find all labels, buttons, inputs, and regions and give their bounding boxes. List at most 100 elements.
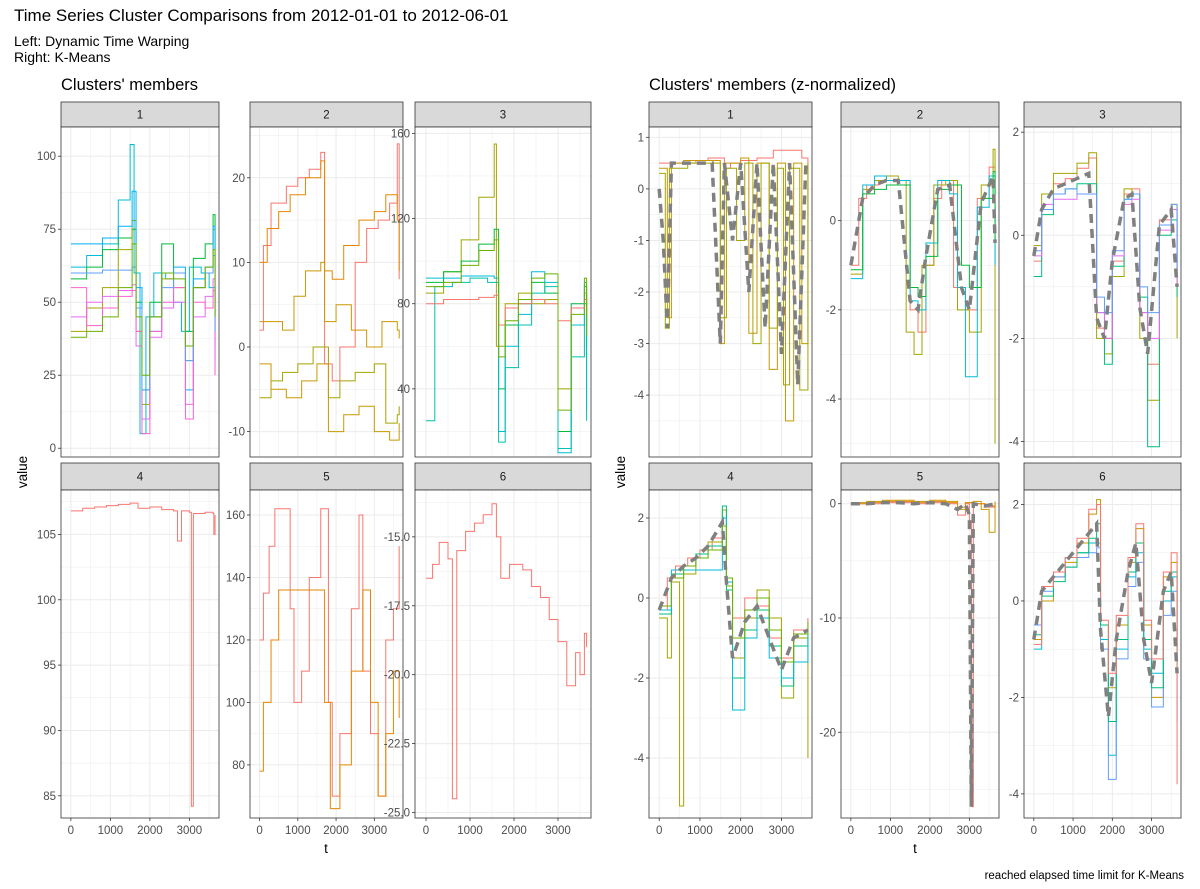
facet-panel-kmeans-5: 5 -20 -10 0 0 1000 2000 3000 [819, 462, 1000, 837]
y-tick-label: 0 [638, 184, 644, 196]
y-tick-label: 80 [397, 299, 410, 311]
y-tick-label: -25.0 [384, 807, 410, 819]
series-layer [850, 499, 996, 808]
panel-border [60, 126, 220, 458]
facet-strip-label: 4 [137, 472, 144, 484]
facet-panel-kmeans-6: 6 -4 -2 0 2 0 1000 2000 3000 [1009, 462, 1182, 837]
x-axis-title: t [913, 841, 917, 856]
facet-strip [840, 462, 1000, 491]
x-tick-label: 0 [256, 825, 262, 837]
y-tick-label: 90 [43, 725, 56, 737]
facet-strip-label: 6 [1099, 472, 1105, 484]
panel-border [840, 126, 1000, 458]
panel-background [841, 490, 999, 818]
facet-group-dtw: 102550751002-100102034080120160485909510… [15, 101, 592, 856]
y-tick-label: 120 [391, 214, 410, 226]
y-tick-label: 160 [391, 128, 410, 140]
x-tick-label: 3000 [1139, 825, 1165, 837]
y-tick-label: -15.0 [384, 532, 410, 544]
x-tick-label: 1000 [1060, 825, 1086, 837]
series-line-5 [659, 525, 809, 663]
y-tick-label: -20.0 [384, 670, 410, 682]
panel-border [1023, 126, 1182, 458]
y-tick-label: -4 [634, 390, 645, 402]
y-tick-label: 10 [232, 257, 245, 269]
y-tick-label: -20 [819, 727, 836, 739]
x-tick-label: 3000 [177, 825, 203, 837]
series-line-5 [1033, 503, 1178, 785]
facet-strip-label: 1 [137, 110, 143, 122]
series-layer [426, 143, 588, 454]
centroid-line [1032, 170, 1179, 355]
panel-border [840, 489, 1000, 819]
facet-strip-label: 3 [1099, 110, 1105, 122]
series-layer [1032, 499, 1179, 785]
facet-strip-label: 1 [727, 110, 733, 122]
facet-strip-label: 4 [727, 472, 734, 484]
series-line-4 [1033, 523, 1178, 723]
series-line-1 [426, 503, 588, 800]
chart-caption: reached elapsed time limit for K-Means [984, 870, 1184, 882]
y-tick-label: 105 [37, 529, 56, 541]
series-line-4 [659, 517, 809, 711]
y-tick-label: 0 [830, 216, 836, 228]
y-tick-label: -17.5 [384, 601, 410, 613]
chart-subtitle-dtw: Left: Dynamic Time Warping [14, 33, 190, 49]
y-tick-label: -2 [1009, 692, 1019, 704]
facet-strip-label: 2 [917, 110, 923, 122]
series-layer [849, 148, 997, 444]
y-tick-label: 2 [1013, 127, 1019, 139]
facet-strip [648, 462, 813, 491]
x-tick-label: 2000 [728, 825, 754, 837]
series-line-1 [259, 143, 400, 382]
y-tick-label: 100 [37, 151, 56, 163]
facet-panel-dtw-3: 3 40 80 120 160 [391, 101, 592, 458]
y-tick-label: 0 [50, 443, 56, 455]
facet-strip [249, 462, 404, 491]
panel-background [1024, 490, 1181, 818]
y-tick-label: 40 [397, 384, 410, 396]
facet-strip [648, 101, 813, 128]
panel-background [1024, 127, 1181, 457]
facet-panel-dtw-6: 6 -25.0 -22.5 -20.0 -17.5 -15.0 0 1000 2000 3000 [384, 462, 592, 837]
y-tick-label: 20 [232, 173, 245, 185]
group-title-kmeans: Clusters' members (z-normalized) [649, 76, 897, 94]
x-tick-label: 2000 [137, 825, 163, 837]
y-tick-label: 120 [226, 635, 245, 647]
facet-strip-label: 5 [323, 472, 329, 484]
x-tick-label: 1000 [98, 825, 124, 837]
y-tick-label: 100 [226, 697, 245, 709]
x-tick-label: 2000 [501, 825, 527, 837]
series-line-2 [850, 499, 996, 533]
facet-panel-kmeans-3: 3 -4 -2 0 2 [1009, 101, 1182, 458]
facet-strip-label: 2 [323, 110, 329, 122]
panel-border [414, 489, 592, 819]
y-tick-label: -10 [819, 613, 836, 625]
y-tick-label: 95 [43, 660, 56, 672]
facet-panel-kmeans-2: 2 -4 -2 0 [826, 101, 1000, 458]
x-tick-label: 2000 [917, 825, 943, 837]
chart-subtitle-kmeans: Right: K-Means [14, 49, 111, 65]
x-tick-label: 0 [848, 825, 854, 837]
x-tick-label: 1000 [285, 825, 311, 837]
chart-title: Time Series Cluster Comparisons from 201… [14, 6, 509, 25]
centroid-line [657, 161, 808, 385]
y-tick-label: -2 [634, 673, 644, 685]
y-tick-label: -4 [826, 394, 837, 406]
series-line-1 [70, 502, 216, 807]
x-tick-label: 2000 [1100, 825, 1126, 837]
y-tick-label: 0 [1013, 596, 1019, 608]
panel-background [415, 127, 591, 457]
series-line-2 [70, 214, 216, 391]
y-tick-label: 25 [43, 370, 56, 382]
y-tick-label: -1 [634, 235, 644, 247]
facet-panel-kmeans-4: 4 -4 -2 0 2 0 1000 2000 3000 [634, 462, 813, 837]
centroid-line [849, 175, 997, 314]
x-tick-label: 3000 [545, 825, 571, 837]
centroid-line [1032, 519, 1179, 717]
series-layer [259, 143, 400, 441]
panel-border [60, 489, 220, 819]
panel-background [250, 490, 403, 818]
